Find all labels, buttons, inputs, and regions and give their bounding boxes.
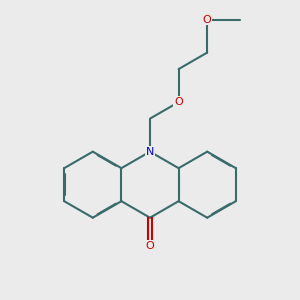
Text: O: O (174, 97, 183, 107)
Text: O: O (146, 241, 154, 251)
Text: N: N (146, 147, 154, 157)
Text: O: O (203, 15, 212, 25)
